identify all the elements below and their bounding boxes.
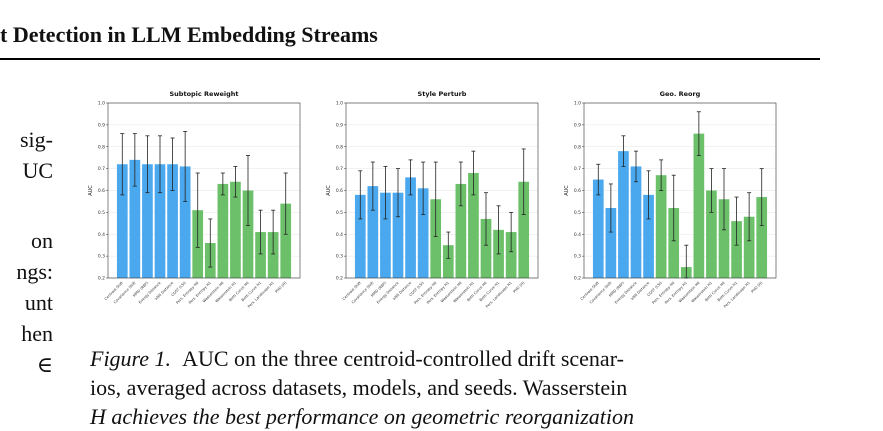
bar <box>242 190 254 278</box>
left-fragment: hen <box>21 321 53 346</box>
x-tick-label: Pers. Landscape H1 <box>247 281 275 309</box>
plot-frame <box>583 102 777 279</box>
left-fragment: sig- <box>20 127 53 152</box>
chart-panel: Subtopic Reweight 0.2 0.3 0.4 0.5 0.6 0.7 0.8 0.… <box>88 90 301 309</box>
bar <box>643 194 654 278</box>
left-fragment: on <box>31 228 53 253</box>
y-tick-label: 1.0 <box>336 101 343 107</box>
y-tick-label: 0.2 <box>336 276 343 282</box>
bar <box>142 164 153 278</box>
y-tick-label: 0.5 <box>98 210 105 216</box>
y-tick-label: 0.3 <box>574 254 581 260</box>
y-axis-label: AUC <box>88 185 94 196</box>
left-fragment: UC <box>22 158 53 183</box>
x-tick-label: Pers. Landscape H1 <box>723 281 751 309</box>
chart-title: Style Perturb <box>418 90 467 98</box>
bar <box>756 197 768 278</box>
bar <box>668 208 680 278</box>
bar <box>505 232 517 278</box>
y-tick-label: 0.2 <box>98 276 105 282</box>
caption-line-3: H achieves the best performance on geome… <box>90 404 634 429</box>
caption-line-2: ios, averaged across datasets, models, a… <box>90 375 628 400</box>
x-tick-label: Pers. Landscape H1 <box>485 281 513 309</box>
bar <box>405 177 416 278</box>
y-tick-label: 0.3 <box>336 254 343 260</box>
bar <box>442 245 454 278</box>
bar <box>380 192 391 278</box>
y-axis-label: AUC <box>326 185 332 196</box>
chart-panel: Geo. Reorg 0.2 0.3 0.4 0.5 0.6 0.7 0.8 0.9 1.0 AUC… <box>564 90 777 309</box>
bar <box>255 232 266 278</box>
x-tick-label: PHD (H) <box>512 280 525 293</box>
plot-frame <box>107 102 301 279</box>
header-rule <box>0 58 820 60</box>
bar <box>480 218 492 278</box>
y-axis-label: AUC <box>564 185 570 196</box>
bar <box>706 190 717 278</box>
bar <box>731 221 742 278</box>
chart-title: Subtopic Reweight <box>170 90 239 98</box>
bar <box>367 186 379 278</box>
bar <box>743 216 755 278</box>
y-tick-label: 0.9 <box>574 122 581 128</box>
bar <box>693 133 705 278</box>
bar <box>468 173 479 278</box>
chart-panel: Style Perturb 0.2 0.3 0.4 0.5 0.6 0.7 0.8 0.9 1.0… <box>326 90 539 309</box>
bar <box>618 151 629 278</box>
bar <box>592 179 604 278</box>
y-tick-label: 0.2 <box>574 276 581 282</box>
y-tick-label: 1.0 <box>98 101 105 107</box>
bar <box>354 194 366 278</box>
left-fragment: ∈ <box>36 352 53 377</box>
bar <box>455 183 467 278</box>
y-tick-label: 0.7 <box>574 166 581 172</box>
y-tick-label: 0.6 <box>336 188 343 194</box>
y-tick-label: 0.3 <box>98 254 105 260</box>
bar <box>179 166 191 278</box>
caption-line-1: AUC on the three centroid-controlled dri… <box>182 346 624 371</box>
left-fragment: unt <box>24 290 53 315</box>
y-tick-label: 0.5 <box>574 210 581 216</box>
y-tick-label: 0.5 <box>336 210 343 216</box>
bar <box>217 183 229 278</box>
bar <box>267 232 279 278</box>
y-tick-label: 0.4 <box>98 232 105 238</box>
x-tick-label: PHD (H) <box>750 280 763 293</box>
bar <box>417 188 429 278</box>
bar <box>392 192 404 278</box>
y-tick-label: 0.9 <box>98 122 105 128</box>
bar <box>718 199 730 278</box>
bar <box>230 181 241 278</box>
running-header: t Detection in LLM Embedding Streams <box>0 22 378 47</box>
bar <box>129 159 141 278</box>
y-tick-label: 0.8 <box>98 144 105 150</box>
figure-bar-charts: Subtopic Reweight 0.2 0.3 0.4 0.5 0.6 0.7 0.8 0.… <box>88 90 777 309</box>
y-tick-label: 0.8 <box>336 144 343 150</box>
bar <box>280 203 292 278</box>
y-tick-label: 0.6 <box>574 188 581 194</box>
y-tick-label: 0.9 <box>336 122 343 128</box>
chart-title: Geo. Reorg <box>660 90 701 98</box>
y-tick-label: 0.8 <box>574 144 581 150</box>
bar <box>518 181 530 278</box>
bar <box>430 199 442 278</box>
y-tick-label: 0.7 <box>336 166 343 172</box>
left-fragment: ngs: <box>16 259 53 284</box>
x-tick-label: PHD (H) <box>274 280 287 293</box>
bar <box>116 164 128 278</box>
y-tick-label: 0.6 <box>98 188 105 194</box>
bar <box>154 164 166 278</box>
bar <box>167 164 178 278</box>
bar <box>605 208 617 278</box>
y-tick-label: 0.4 <box>336 232 343 238</box>
figure-caption: Figure 1. AUC on the three centroid-cont… <box>90 344 820 429</box>
plot-frame <box>345 102 539 279</box>
y-tick-label: 0.7 <box>98 166 105 172</box>
figure-label: Figure 1. <box>90 346 172 371</box>
bar <box>655 175 667 278</box>
y-tick-label: 0.4 <box>574 232 581 238</box>
bar <box>630 166 642 278</box>
y-tick-label: 1.0 <box>574 101 581 107</box>
